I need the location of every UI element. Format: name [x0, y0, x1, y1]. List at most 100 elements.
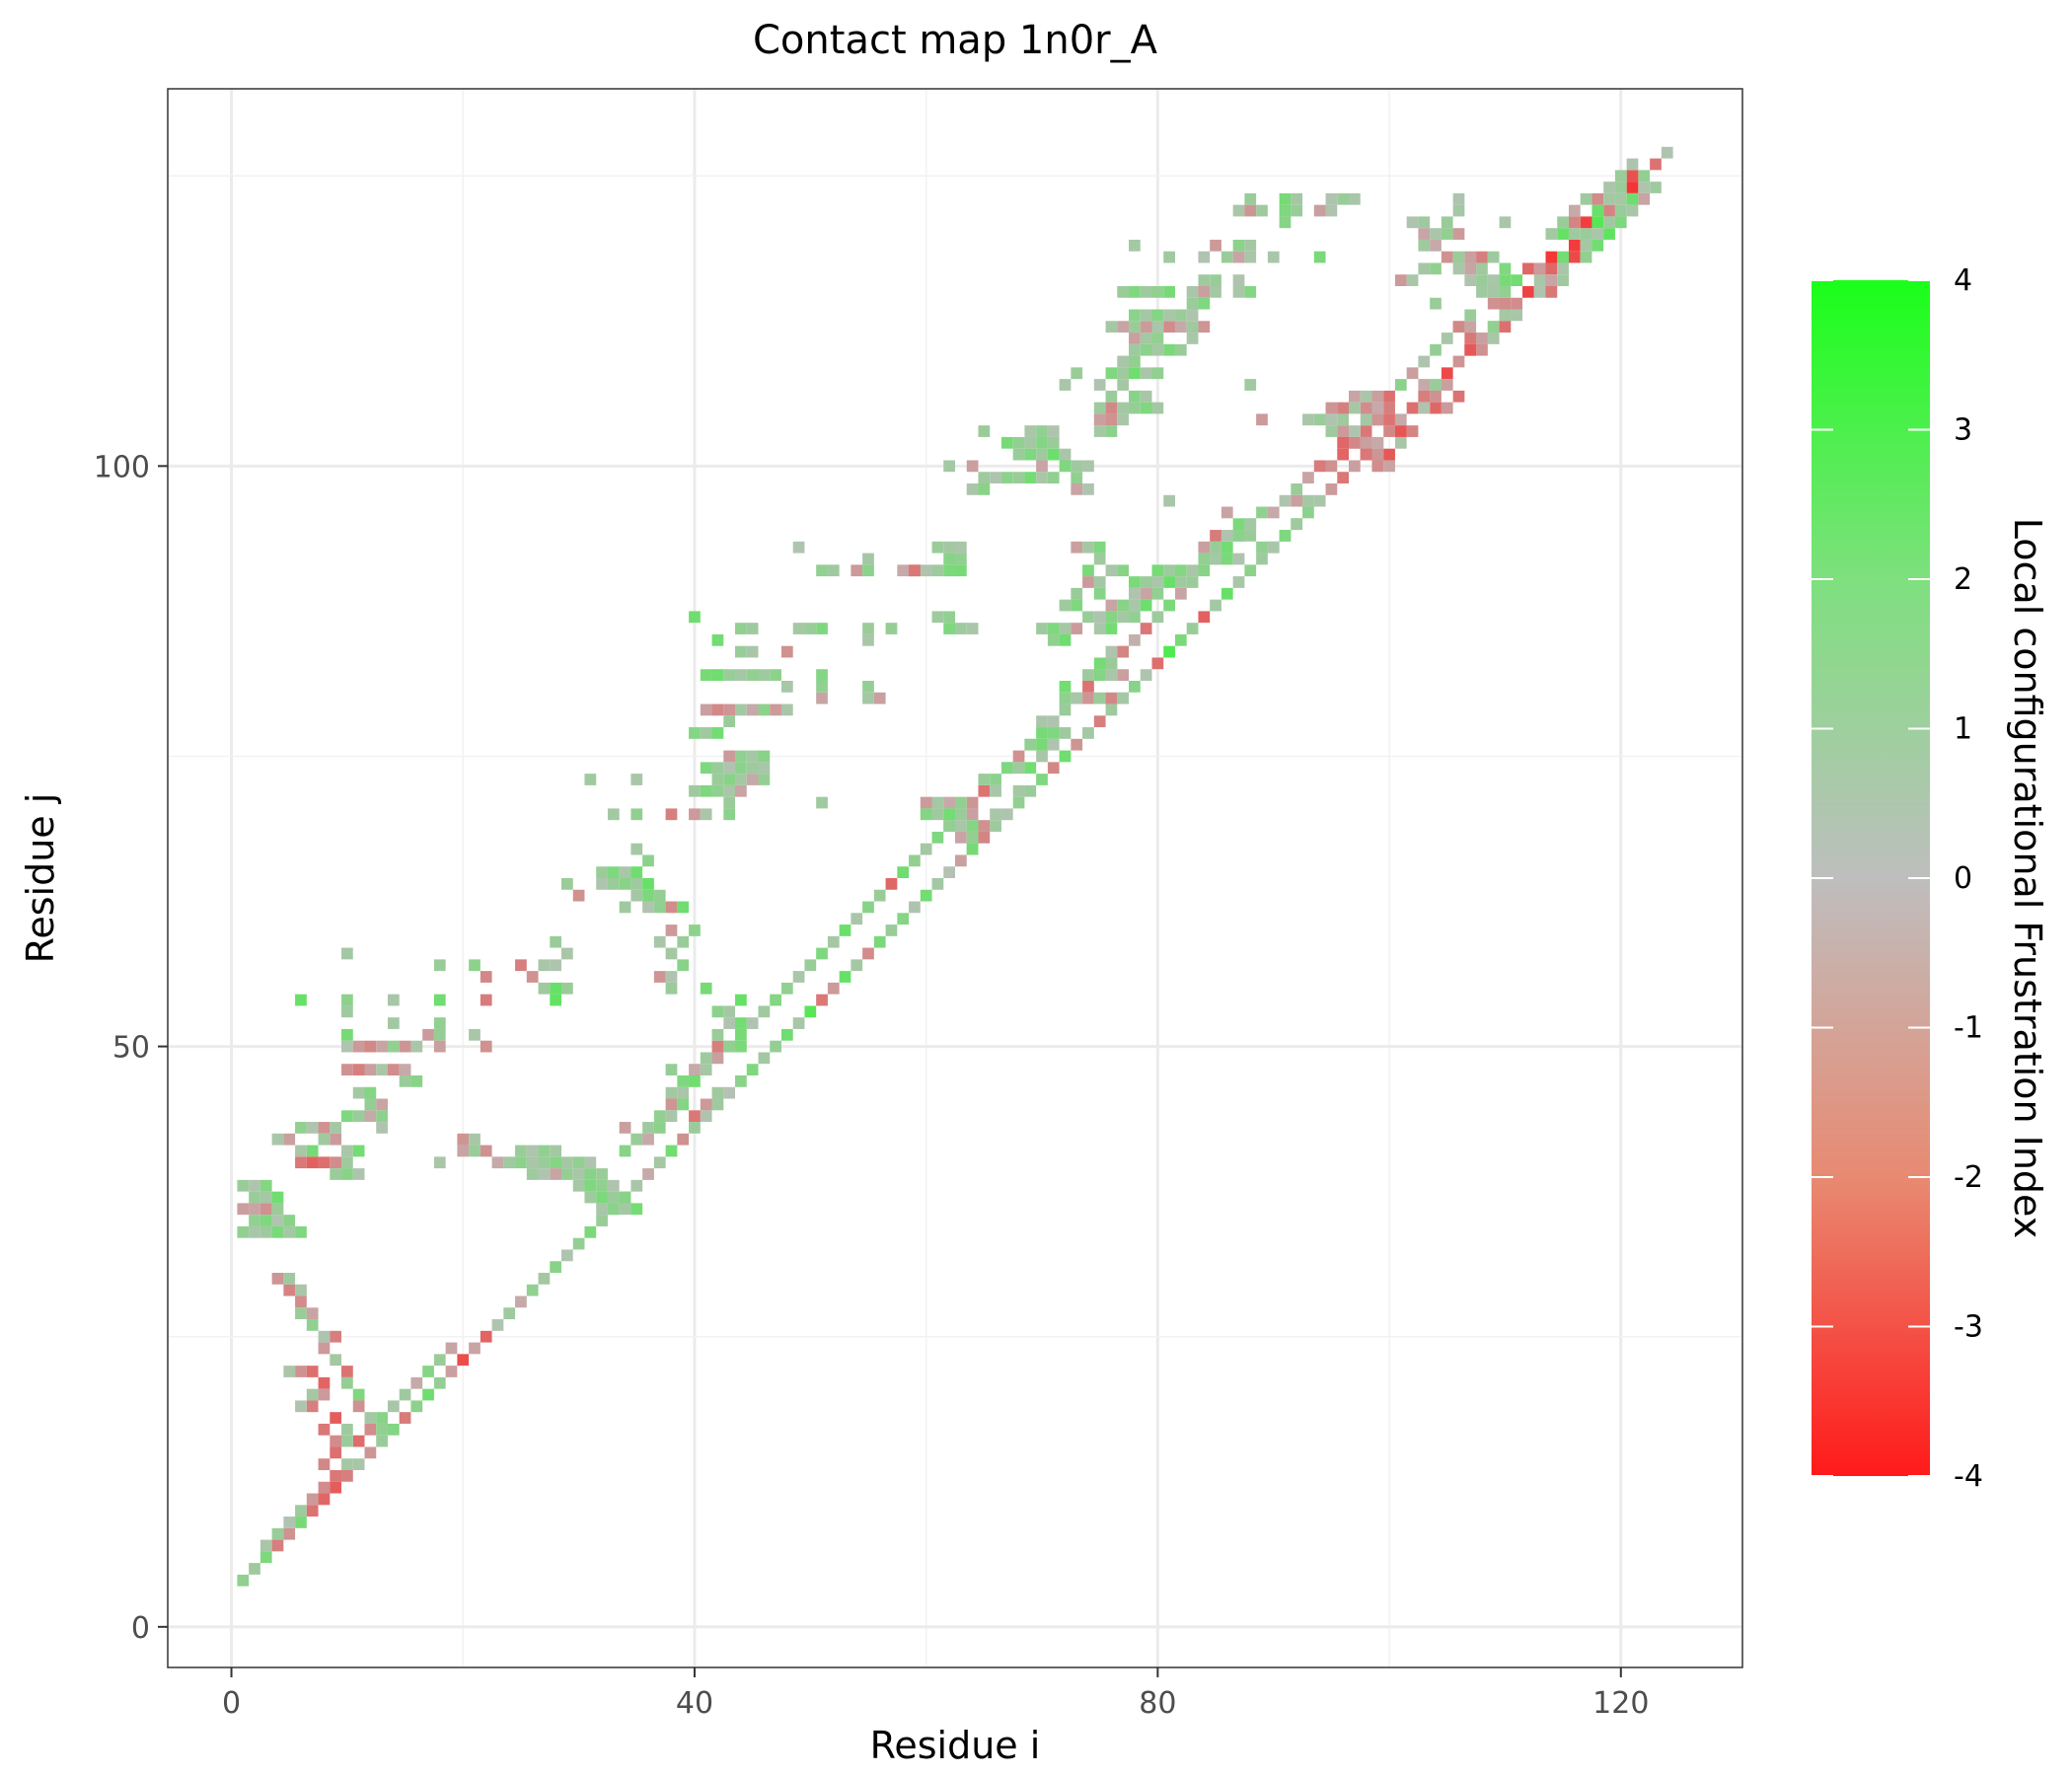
contact-cell [1210, 599, 1221, 612]
contact-cell [1325, 425, 1338, 437]
contact-cell [955, 541, 967, 554]
contact-cell [1452, 251, 1465, 263]
x-axis-ticks: 0 40 80 120 [222, 1667, 1649, 1721]
contact-cell [723, 774, 736, 785]
contact-cell [827, 982, 840, 995]
contact-cell [1232, 530, 1245, 542]
contact-cell [1024, 448, 1037, 461]
contact-cell [1174, 587, 1187, 600]
contact-cell [1511, 309, 1523, 322]
contact-cell [1441, 228, 1453, 240]
contact-cell [1476, 286, 1488, 298]
contact-cell [1499, 286, 1512, 298]
contact-cell [1117, 367, 1130, 380]
contact-cell [1186, 623, 1199, 634]
contact-cell [943, 808, 955, 821]
contact-cell [1163, 309, 1175, 322]
contact-cell [1117, 355, 1130, 368]
contact-cell [1174, 309, 1187, 322]
contact-cell [1371, 448, 1384, 461]
contact-cell [1499, 216, 1512, 229]
contact-cell [653, 1122, 666, 1134]
contact-cell [920, 889, 932, 902]
contact-cell [550, 994, 561, 1006]
contact-cell [955, 831, 967, 844]
contact-cell [1603, 216, 1615, 229]
contact-cell [480, 994, 492, 1006]
contact-cell [735, 1040, 747, 1053]
y-axis-title: Residue j [19, 793, 62, 964]
contact-cell [642, 1122, 654, 1134]
contact-cell [1151, 564, 1164, 577]
contact-cell [1105, 623, 1118, 634]
contact-cell [689, 1110, 701, 1123]
contact-cell [341, 1005, 353, 1018]
contact-cell [1545, 251, 1558, 263]
contact-cell [642, 889, 654, 902]
contact-cell [330, 1435, 342, 1447]
contact-cell [1325, 192, 1338, 205]
contact-cell [955, 553, 967, 565]
contact-cell [1093, 587, 1106, 600]
contact-cell [1591, 216, 1604, 229]
contact-cell [1186, 321, 1199, 333]
contact-cell [1093, 611, 1106, 624]
contact-cell [1024, 738, 1037, 751]
contact-cell [1221, 587, 1233, 600]
contact-cell [352, 1064, 365, 1075]
contact-cell [758, 750, 771, 763]
contact-cell [1568, 204, 1581, 217]
contact-cell [689, 611, 701, 624]
contact-cell [1325, 460, 1338, 473]
contact-cell [1313, 494, 1326, 507]
contact-cell [561, 1249, 573, 1262]
contact-cell [1511, 274, 1523, 286]
contact-cell [469, 959, 481, 972]
contact-cell [1082, 483, 1094, 495]
contact-cell [572, 1168, 585, 1180]
contact-cell [503, 1156, 516, 1169]
contact-cell [1186, 309, 1199, 322]
contact-cell [1464, 333, 1477, 344]
contact-cell [630, 866, 643, 878]
contact-cell [607, 1179, 620, 1192]
contact-cell [1151, 343, 1164, 356]
contact-cell [1000, 472, 1013, 483]
contact-cell [1511, 297, 1523, 310]
contact-cell [1418, 355, 1431, 368]
contact-cell [851, 913, 863, 925]
contact-cell [515, 959, 527, 972]
contact-cell [1105, 657, 1118, 670]
contact-cell [931, 611, 944, 624]
contact-cell [410, 1400, 423, 1413]
contact-cell [376, 1064, 388, 1075]
contact-cell [550, 959, 561, 972]
x-tick-label: 40 [676, 1686, 713, 1721]
contact-cell [538, 1156, 551, 1169]
contact-cell [677, 1133, 690, 1146]
contact-cell [1140, 333, 1152, 344]
contact-cell [966, 808, 979, 821]
contact-cell [352, 1086, 365, 1099]
contact-cell [711, 633, 724, 646]
contact-cell [572, 1156, 585, 1169]
contact-cell [1256, 541, 1268, 554]
contact-cell [1186, 286, 1199, 298]
contact-cell [619, 901, 631, 914]
contact-cell [943, 564, 955, 577]
contact-cell [1036, 623, 1048, 634]
contact-cell [526, 1156, 539, 1169]
contact-cell [271, 1539, 284, 1552]
contact-cell [550, 935, 561, 948]
contact-cell [1614, 170, 1627, 183]
contact-cell [723, 1005, 736, 1018]
contact-cell [538, 982, 551, 995]
contact-cell [1430, 402, 1442, 414]
contact-cell [1626, 158, 1639, 171]
contact-cell [1557, 228, 1569, 240]
contact-cell [1012, 784, 1025, 797]
contact-cell [1452, 228, 1465, 240]
contact-cell [1394, 379, 1407, 391]
x-tick-label: 0 [222, 1686, 241, 1721]
contact-cell [1464, 321, 1477, 333]
